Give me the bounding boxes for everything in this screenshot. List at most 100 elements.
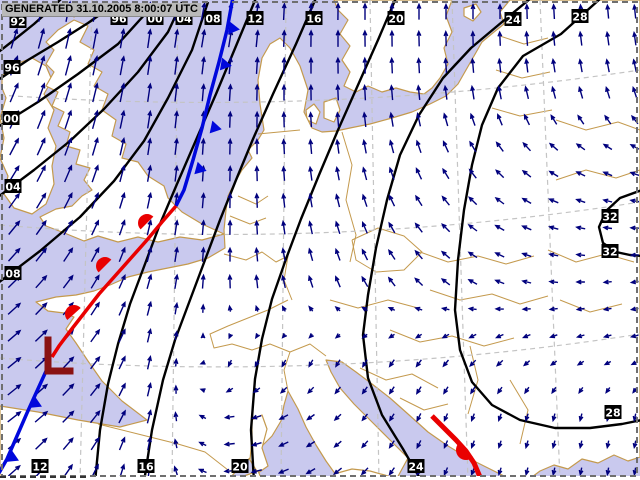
wind-arrow [469, 140, 477, 153]
wind-arrow [443, 84, 449, 100]
wind-arrow [548, 279, 559, 285]
wind-arrow [467, 251, 478, 259]
wind-arrow [8, 192, 21, 209]
wind-arrow [281, 192, 287, 208]
wind-arrow [361, 440, 369, 449]
cold-front-triangle-icon [209, 120, 222, 134]
landmass [39, 19, 225, 243]
wind-arrow [362, 111, 368, 127]
wind-arrow [602, 333, 612, 339]
wind-arrow [281, 359, 287, 368]
wind-arrow [548, 198, 559, 204]
wind-arrow [7, 464, 21, 477]
wind-arrow [92, 82, 99, 103]
country-border [495, 69, 551, 79]
isobar-label-08: 08 [204, 11, 222, 26]
country-border [97, 423, 229, 471]
wind-arrow [198, 441, 207, 447]
wind-arrow [524, 30, 530, 46]
wind-arrow [494, 196, 505, 205]
wind-arrow [173, 384, 179, 394]
wind-arrow [118, 301, 126, 316]
wind-arrow [308, 138, 314, 154]
wind-arrow [35, 274, 48, 289]
wind-arrow [281, 247, 286, 262]
wind-arrow [91, 136, 99, 156]
country-border [283, 351, 291, 392]
svg-text:96: 96 [4, 62, 20, 75]
graticule-line [0, 333, 640, 368]
wind-arrow [227, 304, 233, 312]
isobar-04 [0, 1, 184, 197]
wind-arrow [551, 440, 557, 450]
wind-arrow [443, 440, 449, 450]
wind-arrow [414, 306, 423, 312]
wind-arrow [602, 171, 613, 177]
wind-arrow [521, 252, 532, 258]
wind-arrow [118, 273, 126, 289]
wind-arrow [575, 279, 585, 285]
wind-arrow [548, 225, 559, 231]
cold-front-triangle-icon [194, 161, 207, 175]
wind-arrow [605, 85, 611, 99]
wind-arrow [64, 54, 72, 76]
wind-arrow [199, 388, 206, 393]
country-border [389, 329, 515, 347]
wind-arrow [361, 275, 369, 288]
wind-arrow [361, 386, 368, 395]
cold-front-triangle-icon [6, 450, 19, 462]
wind-arrow [7, 302, 22, 315]
wind-arrow [335, 29, 341, 47]
wind-arrow [146, 355, 152, 370]
wind-arrow [9, 82, 19, 103]
wind-arrow [254, 56, 260, 74]
graticule-line [451, 0, 469, 480]
svg-text:20: 20 [388, 13, 404, 26]
wind-arrow [521, 306, 531, 312]
warm-front-semicircle-icon [64, 304, 81, 321]
wind-arrow [146, 219, 153, 236]
wind-arrow [440, 306, 450, 312]
wind-arrow [200, 273, 206, 289]
wind-arrow [63, 247, 74, 262]
wind-arrow [388, 249, 396, 260]
wind-arrow [146, 246, 153, 263]
wind-arrow [443, 467, 449, 477]
wind-arrow [7, 411, 22, 423]
country-border [509, 379, 529, 445]
wind-arrow [335, 2, 341, 21]
wind-arrow [118, 355, 126, 370]
wind-arrow [200, 28, 207, 48]
wind-arrow [335, 193, 341, 208]
wind-arrow [470, 386, 476, 395]
wind-arrow [470, 3, 476, 20]
warm-front-semicircle-icon [96, 257, 112, 273]
wind-arrow [361, 413, 369, 422]
country-border [467, 345, 479, 415]
wind-arrow [443, 413, 449, 423]
isobar-label-16: 16 [305, 11, 323, 26]
wind-arrow [550, 114, 558, 125]
svg-text:16: 16 [306, 13, 322, 26]
wind-arrow [602, 143, 613, 151]
wind-arrow [548, 170, 559, 178]
wind-arrow [470, 84, 475, 100]
wind-arrow [361, 306, 368, 312]
wind-arrow [147, 55, 153, 76]
wind-arrow [442, 359, 450, 368]
wind-arrow [443, 2, 449, 20]
country-border [499, 35, 549, 45]
svg-text:28: 28 [605, 407, 620, 420]
country-border [257, 129, 301, 135]
isobar-label-24: 24 [407, 459, 425, 474]
wind-arrow [91, 164, 99, 183]
graticule-line [79, 0, 93, 480]
wind-arrow [63, 219, 73, 236]
wind-arrow [146, 409, 153, 424]
wind-arrow [173, 438, 179, 449]
wind-arrow [632, 85, 638, 99]
wind-arrow [63, 164, 73, 183]
wind-arrow [254, 333, 261, 340]
wind-arrow [335, 247, 341, 261]
wind-arrow [388, 440, 395, 449]
